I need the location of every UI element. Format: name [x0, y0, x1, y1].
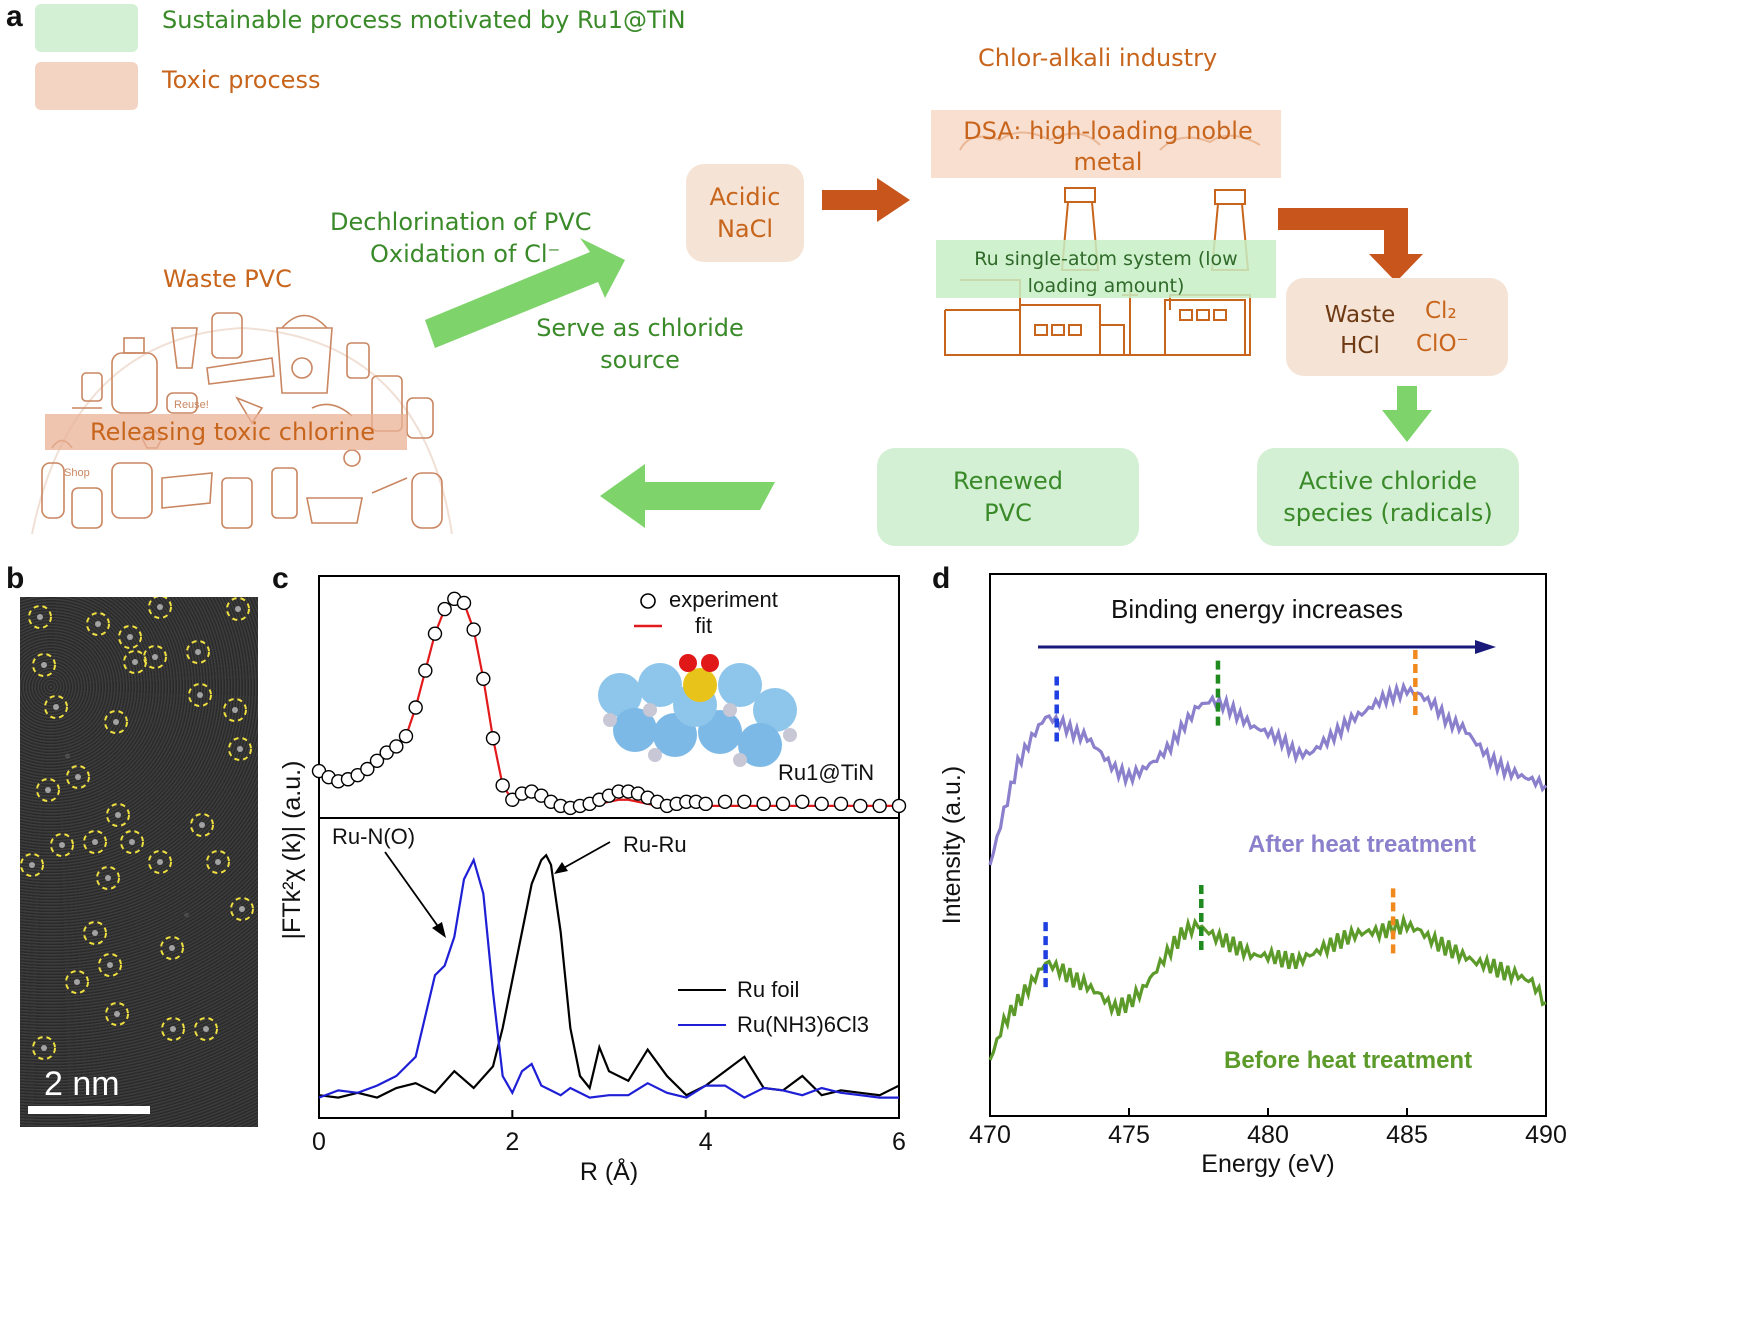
active-chloride-box: Active chloride species (radicals)	[1257, 448, 1519, 546]
renewed-pvc-box: Renewed PVC	[877, 448, 1139, 546]
chart-c-xtick-label: 6	[892, 1128, 906, 1156]
oxidation-text: Oxidation of Cl⁻	[370, 240, 561, 268]
experiment-point	[369, 753, 385, 769]
acidic-nacl-box: Acidic NaCl	[686, 164, 804, 262]
experiment-point	[389, 739, 404, 754]
panel-label-a: a	[6, 0, 23, 33]
series-label-after: After heat treatment	[1248, 831, 1476, 858]
experiment-point	[795, 794, 810, 810]
chart-d-xtick-label: 470	[969, 1121, 1011, 1149]
dsa-label: DSA: high-loading noble metal	[963, 117, 1253, 177]
experiment-point	[872, 798, 887, 814]
industry-title: Chlor-alkali industry	[978, 44, 1218, 72]
legend-ru-foil: Ru foil	[737, 977, 799, 1002]
ru-system-band	[936, 240, 1276, 298]
waste-hcl-box	[1286, 278, 1508, 376]
orange-elbow-arrow	[1278, 208, 1423, 282]
dechlorination-text: Dechlorination of PVC	[330, 208, 592, 236]
annotation-ru-n-o-arrow	[384, 851, 443, 933]
experiment-point	[360, 761, 375, 777]
panel-label-c: c	[272, 562, 289, 595]
experiment-point	[756, 796, 771, 812]
ru-system-label: Ru single-atom system (low loading amoun…	[974, 248, 1238, 297]
experiment-point	[814, 796, 829, 812]
doodle-reuse: Reuse!	[174, 399, 209, 411]
chart-d: Intensity (a.u.) Energy (eV) Binding ene…	[938, 573, 1567, 1178]
green-down-arrow	[1382, 386, 1432, 442]
waste-hcl-label: Waste HCl	[1324, 302, 1396, 360]
legend-ru-nh3: Ru(NH3)6Cl3	[737, 1012, 869, 1037]
legend-experiment: experiment	[669, 587, 778, 612]
series-label-before: Before heat treatment	[1224, 1047, 1472, 1074]
experiment-point	[717, 794, 733, 810]
panel-label-b: b	[6, 562, 25, 595]
legend-experiment-marker	[640, 593, 656, 609]
scale-bar-label: 2 nm	[44, 1065, 120, 1103]
chart-d-ylabel: Intensity (a.u.)	[938, 766, 966, 924]
experiment-point	[485, 731, 501, 746]
atom-markers	[20, 595, 254, 1060]
legend-swatch-toxic	[35, 62, 138, 110]
chart-d-xlabel: Energy (eV)	[1201, 1150, 1334, 1178]
chart-d-xtick-label: 490	[1525, 1121, 1567, 1149]
experiment-point	[495, 778, 510, 793]
experiment-point	[833, 796, 849, 812]
green-diagonal-arrow	[425, 238, 625, 348]
legend-label-sustainable: Sustainable process motivated by Ru1@TiN	[162, 6, 686, 34]
experiment-point	[853, 798, 868, 814]
annotation-ru-ru-arrowhead	[554, 862, 568, 874]
chart-c: |FTk²χ (k)| (a.u.) R (Å) 0 2 4 6 experiment…	[278, 575, 907, 1186]
chart-c-ylabel: |FTk²χ (k)| (a.u.)	[278, 761, 306, 940]
chart-c-xtick-label: 2	[505, 1128, 519, 1156]
experiment-point	[398, 728, 414, 744]
annotation-ru-ru: Ru-Ru	[623, 832, 687, 857]
experiment-point	[408, 700, 423, 715]
annotation-ru-ru-arrow	[559, 841, 611, 871]
series-ru-nh3-line	[318, 856, 899, 1099]
chart-c-xlabel: R (Å)	[580, 1156, 638, 1186]
annotation-ru-n-o: Ru-N(O)	[332, 824, 415, 849]
orange-arrow-right	[822, 178, 910, 222]
ru-tin-structure	[598, 654, 797, 767]
binding-energy-arrowhead	[1475, 640, 1496, 654]
series-after-line	[988, 681, 1548, 866]
releasing-band	[45, 414, 407, 450]
series-before-line	[988, 912, 1547, 1061]
legend-label-toxic: Toxic process	[162, 66, 321, 94]
stem-image	[20, 595, 258, 1127]
annotation-ru-n-o-arrowhead	[432, 922, 446, 938]
panel-label-d: d	[932, 562, 951, 595]
arrow-label: Binding energy increases	[1111, 594, 1403, 624]
sample-label: Ru1@TiN	[778, 760, 874, 785]
series-ru-foil-line	[318, 853, 900, 1099]
dsa-band	[931, 110, 1281, 178]
experiment-point	[427, 626, 443, 641]
chart-c-frame	[318, 575, 900, 1119]
waste-pvc-title: Waste PVC	[163, 265, 292, 293]
legend-swatch-sustainable	[35, 4, 138, 52]
serve-chloride-text: Serve as chloride source	[536, 314, 744, 375]
chart-d-xtick-label: 480	[1247, 1121, 1289, 1149]
experiment-point	[418, 663, 433, 678]
experiment-point	[466, 622, 481, 637]
experiment-point	[476, 671, 491, 687]
legend-fit: fit	[695, 613, 712, 638]
cl2-label: Cl₂	[1425, 298, 1457, 324]
scale-bar	[28, 1106, 150, 1114]
releasing-label: Releasing toxic chlorine	[90, 418, 376, 446]
experiment-point	[456, 595, 472, 611]
experiment-point	[891, 798, 907, 814]
clo-label: ClO⁻	[1416, 331, 1469, 357]
chart-d-xtick-label: 485	[1386, 1121, 1428, 1149]
chart-d-xtick-label: 475	[1108, 1121, 1150, 1149]
experiment-point	[698, 796, 713, 812]
experiment-point	[775, 796, 791, 812]
experiment-point	[737, 794, 752, 810]
chart-c-xtick-label: 4	[699, 1128, 713, 1156]
experiment-point	[437, 601, 452, 617]
doodle-shop: Shop	[64, 467, 90, 479]
green-left-arrow	[600, 464, 775, 528]
chart-c-xtick-label: 0	[312, 1128, 326, 1156]
